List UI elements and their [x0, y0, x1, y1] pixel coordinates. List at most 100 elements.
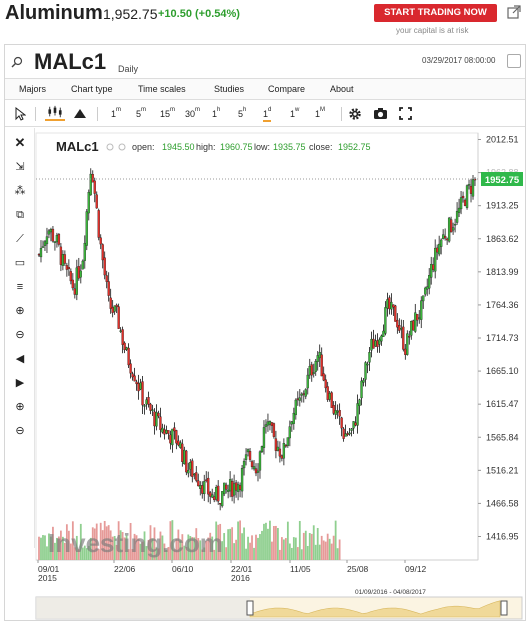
zoom-out-icon[interactable]: ⊖	[15, 329, 25, 341]
volume-bar	[199, 540, 202, 560]
trendline-icon[interactable]: ⟋	[16, 233, 24, 245]
candle-body	[213, 496, 216, 501]
candle-body	[424, 287, 427, 295]
candle-body	[449, 219, 453, 233]
navigator-handle-left[interactable]	[246, 600, 254, 616]
timeframe-1m[interactable]: 1m	[111, 107, 122, 119]
timeframe-30m[interactable]: 30m	[185, 107, 201, 119]
candle-body	[354, 422, 357, 426]
candle-body	[71, 279, 74, 289]
candle-body	[191, 460, 194, 477]
settings-icon[interactable]	[118, 143, 126, 151]
search-icon[interactable]	[11, 56, 23, 68]
volume-bar	[257, 537, 259, 560]
timeframe-1h[interactable]: 1h	[212, 107, 221, 119]
menu-studies[interactable]: Studies	[214, 84, 245, 94]
fullscreen-icon[interactable]	[399, 107, 412, 120]
candle-body	[400, 328, 403, 330]
volume-bar	[324, 541, 327, 560]
candle-body	[432, 264, 435, 270]
x-tick-label: 09/12	[405, 564, 427, 574]
candle-body	[320, 354, 323, 377]
candle-body	[189, 462, 192, 470]
candle-body	[336, 410, 339, 413]
volume-bar	[277, 528, 279, 560]
timeframe-5h[interactable]: 5h	[238, 107, 247, 119]
volume-bar	[56, 537, 58, 560]
volume-bar	[255, 534, 257, 560]
candle-body	[332, 405, 335, 414]
volume-bar	[149, 525, 152, 560]
volume-bar	[237, 521, 239, 560]
menu-about[interactable]: About	[330, 84, 354, 94]
area-chart-icon[interactable]	[73, 107, 87, 119]
volume-bar	[203, 547, 206, 560]
volume-bar	[310, 533, 313, 560]
menu-majors[interactable]: Majors	[19, 84, 47, 94]
volume-bar	[318, 544, 321, 560]
volume-bar	[278, 549, 281, 560]
volume-bar	[38, 536, 40, 560]
risk-note: your capital is at risk	[396, 26, 469, 35]
start-trading-button[interactable]: START TRADING NOW	[374, 4, 497, 22]
timeframe-1w[interactable]: 1w	[290, 107, 300, 119]
settings-gear-icon[interactable]	[348, 107, 362, 121]
zoom-in-icon[interactable]: ⊕	[15, 305, 25, 317]
visibility-icon[interactable]	[106, 143, 114, 151]
candles-chart-icon[interactable]	[45, 105, 65, 121]
fullscreen-toggle-icon[interactable]	[507, 54, 521, 68]
candle-body	[368, 352, 371, 363]
symbol-name[interactable]: MALc1	[34, 49, 107, 74]
navigator-handle-right[interactable]	[500, 600, 508, 616]
candle-body	[91, 174, 94, 183]
volume-bar	[50, 536, 52, 560]
candle-body	[420, 300, 423, 320]
menu-chart-type[interactable]: Chart type	[71, 84, 113, 94]
candle-body	[290, 421, 293, 425]
interval-label: Daily	[118, 64, 139, 74]
candle-body	[99, 237, 102, 245]
menu-compare[interactable]: Compare	[268, 84, 306, 94]
zoom-in-alt-icon[interactable]: ⊕	[15, 401, 25, 413]
y-tick-label: 1416.95	[486, 532, 519, 542]
candle-body	[471, 179, 475, 197]
volume-bar	[77, 549, 80, 560]
cursor-icon[interactable]: ⇲	[15, 161, 25, 173]
volume-bar	[207, 537, 210, 560]
volume-bar	[73, 547, 76, 560]
volume-bar	[143, 531, 146, 560]
candle-body	[103, 257, 106, 276]
chart-menu: Majors Chart type Time scales Studies Co…	[5, 78, 525, 100]
candle-body	[113, 305, 116, 312]
y-tick-label: 1565.84	[486, 432, 519, 442]
timeframe-5m[interactable]: 5m	[136, 107, 147, 119]
timeframe-1M[interactable]: 1M	[315, 107, 326, 119]
candle-body	[392, 304, 395, 308]
scroll-right-icon[interactable]: ▶	[15, 377, 25, 389]
volume-bar	[332, 535, 335, 560]
candle-body	[131, 373, 134, 378]
fibonacci-icon[interactable]: ⁂	[14, 185, 26, 197]
x-tick-label: 25/08	[347, 564, 369, 574]
x-tick-label: 09/01	[38, 564, 60, 574]
timeframe-1d[interactable]: 1d	[263, 106, 272, 122]
rectangle-icon[interactable]: ▭	[14, 257, 26, 269]
timeframe-15m[interactable]: 15m	[160, 107, 176, 119]
zoom-out-alt-icon[interactable]: ⊖	[15, 425, 25, 437]
candle-body	[453, 224, 457, 226]
lines-icon[interactable]: ≡	[16, 281, 24, 293]
camera-icon[interactable]	[373, 107, 388, 120]
external-link-icon[interactable]	[506, 4, 522, 20]
candle-body	[308, 366, 311, 376]
y-tick-label: 1764.36	[486, 300, 519, 310]
candle-body	[230, 481, 234, 497]
clone-icon[interactable]: ⧉	[16, 209, 24, 221]
volume-bar	[42, 535, 44, 560]
scroll-left-icon[interactable]: ◀	[15, 353, 25, 365]
candle-body	[167, 430, 170, 434]
cross-icon[interactable]: ✕	[14, 135, 26, 150]
menu-time-scales[interactable]: Time scales	[138, 84, 186, 94]
volume-bar	[113, 535, 116, 560]
pointer-icon[interactable]	[14, 107, 26, 121]
